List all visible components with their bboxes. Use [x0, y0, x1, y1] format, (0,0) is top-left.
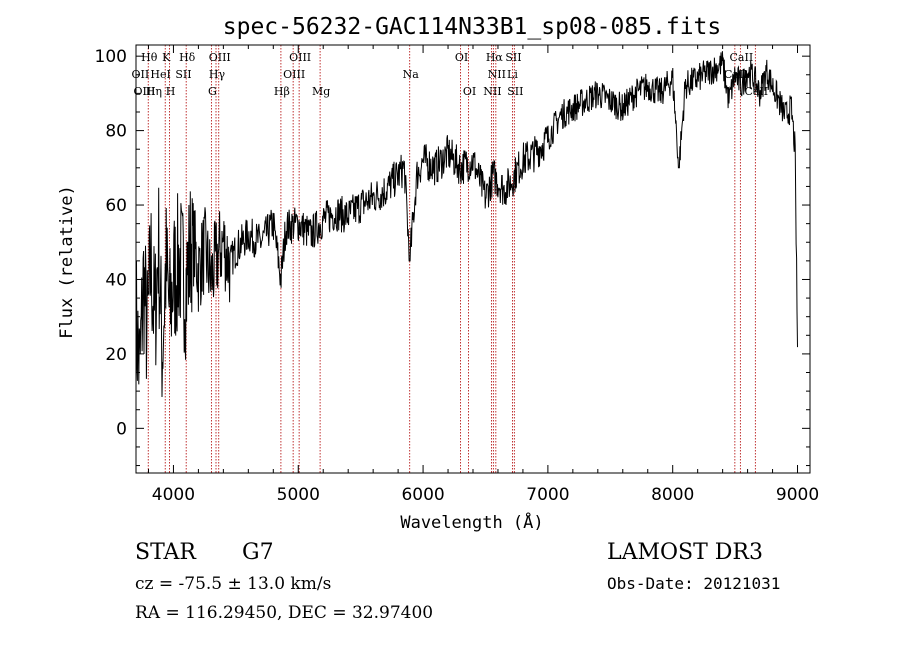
line-label: OI: [463, 85, 476, 98]
x-tick-label: 8000: [651, 485, 694, 505]
survey-name: LAMOST DR3: [607, 540, 763, 565]
y-tick-label: 100: [95, 47, 127, 67]
y-tick-label: 80: [105, 122, 127, 142]
redshift-value: cz = -75.5 ± 13.0 km/s: [135, 574, 332, 594]
line-label: Mg: [312, 85, 330, 98]
observation-date: Obs-Date: 20121031: [607, 574, 781, 593]
line-label: Hβ: [274, 85, 290, 98]
line-label: HeI: [150, 68, 170, 81]
y-axis-ticks: 0 20 40 60 80 100: [95, 47, 810, 467]
x-axis-label: Wavelength (Å): [400, 511, 543, 533]
line-label: H: [166, 85, 176, 98]
line-label: Hδ: [179, 51, 196, 64]
y-tick-label: 60: [105, 196, 127, 216]
line-label: SII: [175, 68, 191, 81]
line-label: Hθ: [141, 51, 158, 64]
x-tick-label: 9000: [776, 485, 819, 505]
line-label: SII: [507, 85, 523, 98]
line-label: G: [208, 85, 217, 98]
spectrum-line: [135, 51, 798, 398]
y-tick-label: 0: [116, 419, 127, 439]
chart-title: spec-56232-GAC114N33B1_sp08-085.fits: [223, 14, 722, 40]
line-label: OII: [132, 68, 150, 81]
line-label: CaII: [730, 51, 754, 64]
line-label: OI: [455, 51, 468, 64]
x-tick-label: 7000: [526, 485, 569, 505]
line-label: OIII: [283, 68, 305, 81]
line-label: NII: [483, 85, 501, 98]
plot-frame: [135, 44, 811, 474]
coordinates: RA = 116.29450, DEC = 32.97400: [135, 603, 434, 623]
line-label: OIII: [209, 51, 231, 64]
line-label: Na: [403, 68, 420, 81]
x-axis-ticks: 4000 5000 6000 7000 8000 9000: [147, 45, 819, 505]
line-label: SII: [505, 51, 521, 64]
line-label: Hη: [146, 85, 162, 98]
line-label: Hγ: [209, 68, 226, 81]
object-class: STAR: [135, 540, 196, 565]
x-tick-label: 5000: [277, 485, 320, 505]
line-label: NII: [488, 68, 506, 81]
line-label: Hα: [486, 51, 504, 64]
y-tick-label: 40: [105, 270, 127, 290]
object-subclass: G7: [242, 540, 274, 565]
line-label: OIII: [289, 51, 311, 64]
y-tick-label: 20: [105, 345, 127, 365]
y-axis-label: Flux (relative): [57, 185, 77, 339]
line-label: K: [162, 51, 171, 64]
x-tick-label: 4000: [152, 485, 195, 505]
x-tick-label: 6000: [401, 485, 444, 505]
line-label: Li: [507, 68, 518, 81]
line-label: OIII: [133, 85, 155, 98]
